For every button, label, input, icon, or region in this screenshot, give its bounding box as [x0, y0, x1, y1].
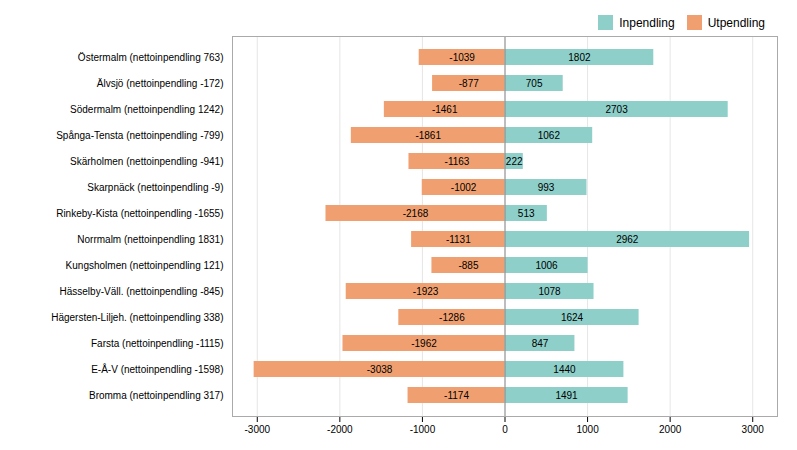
svg-text:-1861: -1861: [415, 130, 441, 141]
svg-text:-877: -877: [459, 78, 479, 89]
svg-text:1062: 1062: [538, 130, 561, 141]
svg-text:222: 222: [506, 156, 523, 167]
svg-text:847: 847: [532, 338, 549, 349]
svg-text:513: 513: [518, 208, 535, 219]
svg-text:E-Å-V (nettoinpendling -1598): E-Å-V (nettoinpendling -1598): [91, 363, 223, 375]
svg-text:Älvsjö (nettoinpendling -172): Älvsjö (nettoinpendling -172): [97, 78, 224, 89]
svg-text:1000: 1000: [576, 424, 599, 435]
html-text:Inpendling: Inpendling: [619, 15, 675, 30]
svg-text:Hägersten-Liljeh. (nettoinpend: Hägersten-Liljeh. (nettoinpendling 338): [51, 312, 223, 323]
svg-text:-1002: -1002: [451, 182, 477, 193]
svg-text:-1923: -1923: [413, 286, 439, 297]
svg-text:Farsta (nettoinpendling -1115): Farsta (nettoinpendling -1115): [91, 338, 224, 349]
svg-text:2962: 2962: [616, 234, 639, 245]
svg-text:1802: 1802: [568, 52, 591, 63]
svg-text:Kungsholmen (nettoinpendling 1: Kungsholmen (nettoinpendling 121): [66, 260, 224, 271]
svg-text:Södermalm (nettoinpendling 124: Södermalm (nettoinpendling 1242): [70, 104, 223, 115]
svg-text:Rinkeby-Kista (nettoinpendling: Rinkeby-Kista (nettoinpendling -1655): [56, 208, 223, 219]
svg-text:705: 705: [526, 78, 543, 89]
svg-text:3000: 3000: [742, 424, 765, 435]
svg-text:-2168: -2168: [403, 208, 429, 219]
svg-text:-3000: -3000: [244, 424, 270, 435]
svg-text:-1000: -1000: [410, 424, 436, 435]
svg-text:-1461: -1461: [432, 104, 458, 115]
svg-text:Skarpnäck (nettoinpendling -9): Skarpnäck (nettoinpendling -9): [87, 182, 223, 193]
svg-text:-2000: -2000: [327, 424, 353, 435]
svg-text:Skärholmen (nettoinpendling -9: Skärholmen (nettoinpendling -941): [70, 156, 223, 167]
svg-text:-1962: -1962: [411, 338, 437, 349]
svg-text:1624: 1624: [561, 312, 584, 323]
svg-text:0: 0: [502, 424, 508, 435]
html-text:Utpendling: Utpendling: [707, 15, 765, 30]
svg-text:Norrmalm (nettoinpendling 1831: Norrmalm (nettoinpendling 1831): [77, 234, 223, 245]
svg-text:-1174: -1174: [444, 390, 469, 401]
svg-text:Spånga-Tensta (nettoinpendling: Spånga-Tensta (nettoinpendling -799): [56, 130, 223, 141]
svg-text:-1131: -1131: [446, 234, 471, 245]
svg-text:1006: 1006: [535, 260, 558, 271]
svg-text:-1163: -1163: [445, 156, 470, 167]
svg-text:Östermalm (nettoinpendling 763: Östermalm (nettoinpendling 763): [78, 52, 224, 63]
svg-text:2703: 2703: [605, 104, 628, 115]
svg-text:1078: 1078: [538, 286, 561, 297]
svg-text:1491: 1491: [555, 390, 578, 401]
svg-text:Bromma (nettoinpendling 317): Bromma (nettoinpendling 317): [89, 390, 224, 401]
svg-text:-3038: -3038: [367, 364, 393, 375]
svg-text:-885: -885: [458, 260, 478, 271]
svg-text:993: 993: [538, 182, 555, 193]
svg-text:2000: 2000: [659, 424, 682, 435]
svg-text:-1286: -1286: [439, 312, 465, 323]
svg-text:-1039: -1039: [449, 52, 475, 63]
svg-text:1440: 1440: [553, 364, 576, 375]
svg-text:Hässelby-Väll. (nettoinpendlin: Hässelby-Väll. (nettoinpendling -845): [60, 286, 224, 297]
